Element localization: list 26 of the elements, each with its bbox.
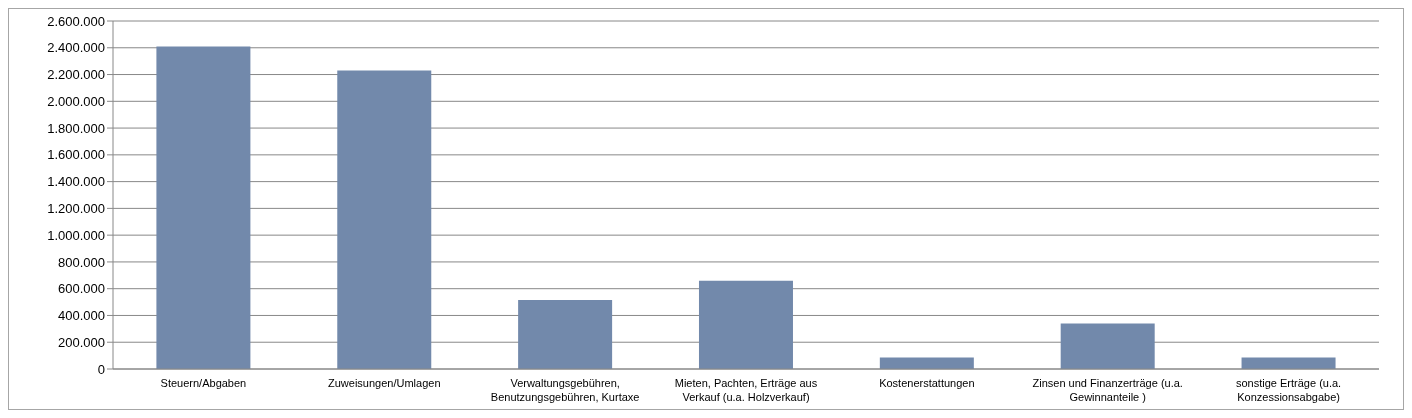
bar (337, 70, 432, 369)
y-tick-label: 400.000 (58, 308, 105, 324)
y-tick-label: 1.400.000 (47, 174, 105, 190)
y-tick-label: 2.000.000 (47, 93, 105, 109)
y-tick-label: 800.000 (58, 254, 105, 270)
x-tick-label: Verwaltungsgebühren, Benutzungsgebühren, Kurtaxe (490, 377, 640, 403)
x-tick-label: Kostenerstattungen (879, 377, 975, 389)
x-tick-label: Steuern/Abgaben (160, 377, 247, 389)
x-tick-label: Mieten, Pachten, Erträge aus Verkauf (u.a. Holzverkauf) (674, 377, 818, 403)
x-tick-label: sonstige Erträge (u.a. Konzessionsabgabe) (1235, 377, 1342, 403)
x-tick-label: Zuweisungen/Umlagen (328, 377, 441, 389)
y-tick-label: 0 (97, 361, 105, 377)
y-tick-label: 1.800.000 (47, 120, 105, 136)
y-tick-label: 200.000 (58, 334, 105, 350)
y-tick-label: 1.600.000 (47, 147, 105, 163)
bar (156, 46, 251, 369)
y-tick-label: 2.400.000 (47, 40, 105, 56)
y-tick-label: 600.000 (58, 281, 105, 297)
y-tick-label: 2.200.000 (47, 67, 105, 83)
bar (518, 300, 613, 369)
y-tick-label: 1.000.000 (47, 227, 105, 243)
y-tick-label: 1.200.000 (47, 201, 105, 216)
bar (1060, 323, 1155, 369)
bar (698, 280, 793, 369)
y-tick-label: 2.600.000 (47, 13, 105, 29)
x-tick-label: Zinsen und Finanzerträge (u.a. Gewinnanteile ) (1032, 377, 1183, 403)
